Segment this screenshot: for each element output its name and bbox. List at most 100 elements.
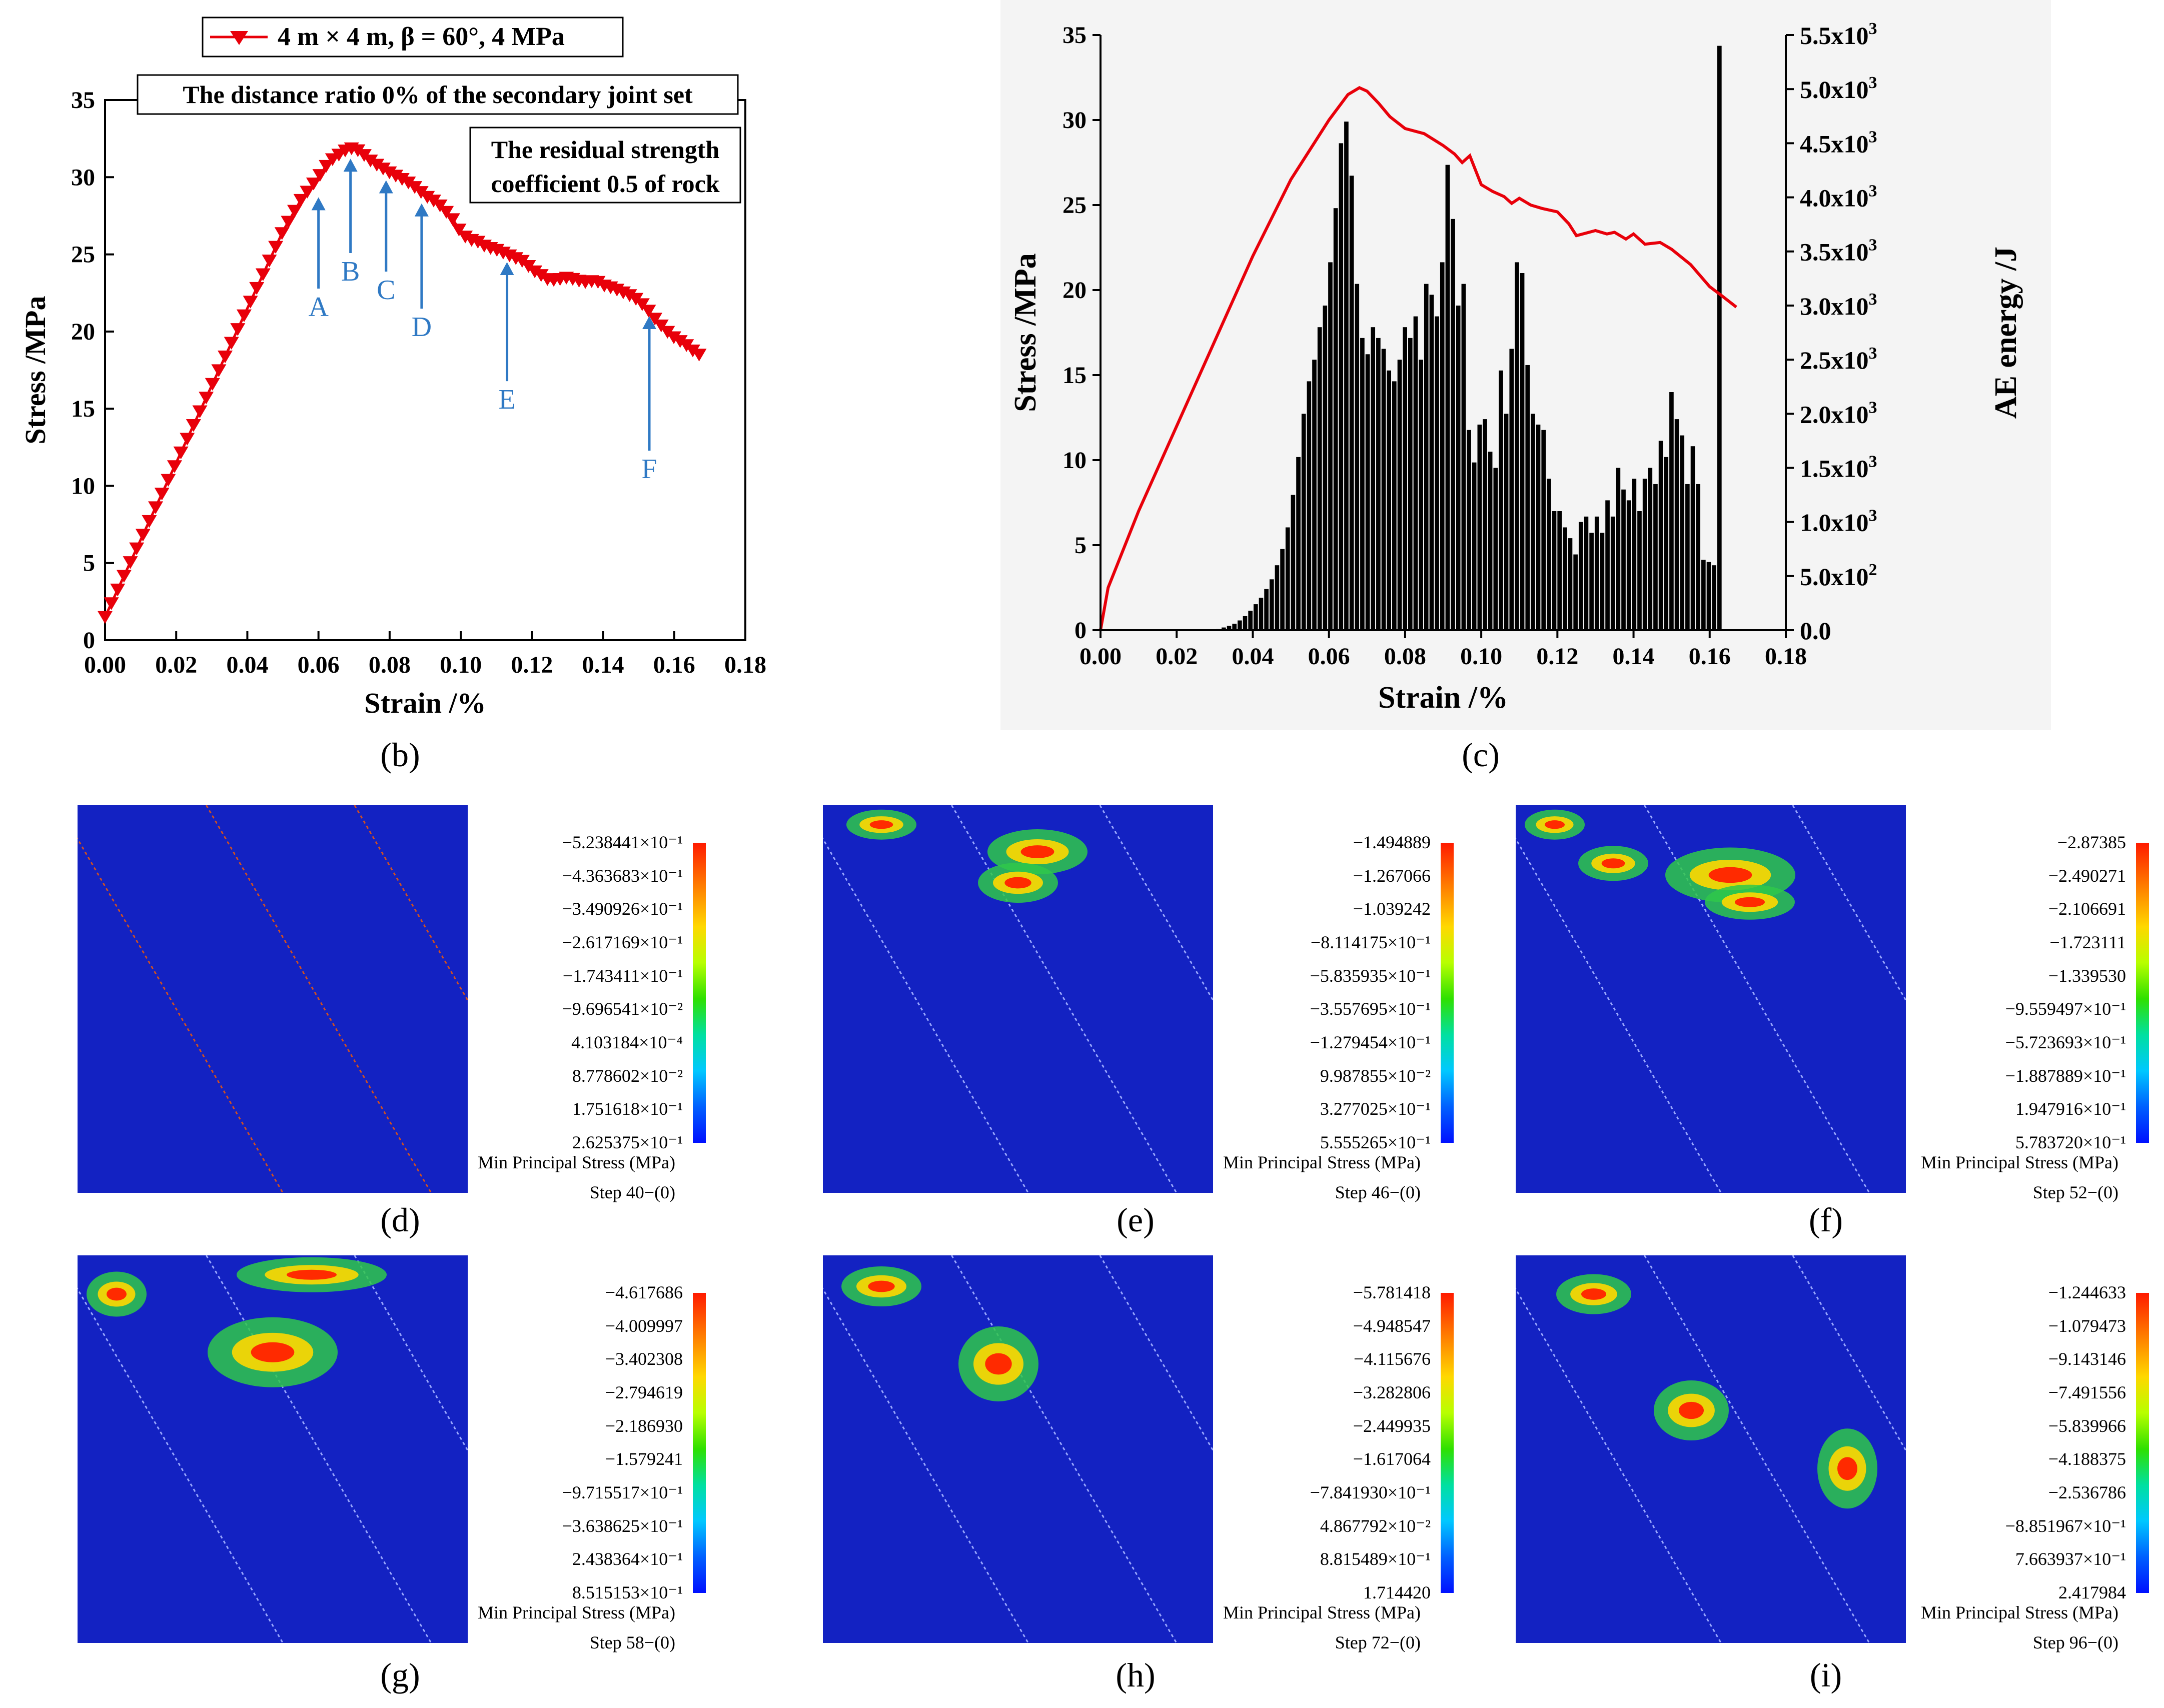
colorbar-value-i: −7.491556 (2048, 1382, 2126, 1402)
stress-marker-b (180, 433, 195, 446)
y-tick-label-c: 10 (1062, 447, 1087, 474)
ae-energy-bar (1685, 484, 1690, 630)
stress-marker-b (243, 296, 258, 309)
colorbar-value-d: −2.617169×10⁻¹ (562, 932, 683, 952)
y-tick-label-b: 25 (71, 242, 95, 268)
stress-marker-b (123, 556, 138, 569)
ae-energy-bar (1440, 262, 1445, 630)
ae-energy-bar (1680, 435, 1685, 630)
y-tick-label-c: 30 (1062, 107, 1087, 134)
ae-energy-bar (1610, 516, 1615, 630)
y-tick-label-c: 15 (1062, 362, 1087, 389)
colorbar-value-i: −9.143146 (2048, 1349, 2126, 1369)
x-tick-label-b: 0.14 (582, 652, 624, 678)
annotation-box-1 (137, 74, 739, 115)
step-label-i: Step 96−(0) (2032, 1632, 2118, 1652)
y-tick-label-b: 15 (71, 396, 95, 422)
ae-energy-bar (1717, 46, 1722, 631)
y2-tick-label-c: 2.0x103 (1800, 398, 1877, 428)
ae-energy-bar (1616, 468, 1621, 630)
colorbar-value-f: −2.106691 (2048, 899, 2126, 919)
point-label-B: B (341, 256, 360, 287)
ae-energy-bar (1227, 626, 1232, 630)
colorbar-value-h: −2.449935 (1353, 1415, 1431, 1436)
colorbar-value-g: 8.515153×10⁻¹ (572, 1582, 683, 1602)
stress-marker-b (135, 529, 151, 542)
point-arrowhead-F (642, 316, 656, 329)
colorbar-value-f: 5.783720×10⁻¹ (2015, 1132, 2126, 1152)
ae-energy-bar (1403, 327, 1407, 630)
point-label-D: D (412, 312, 432, 343)
colorbar-value-i: −4.188375 (2048, 1449, 2126, 1469)
stress-zone-core (287, 1269, 337, 1280)
colorbar-value-g: −4.009997 (605, 1315, 683, 1336)
stress-marker-b (641, 305, 656, 318)
stress-zone-core (869, 820, 893, 829)
stress-zone-core (1679, 1401, 1704, 1419)
point-label-C: C (377, 275, 395, 306)
colorbar-value-i: 2.417984 (2058, 1582, 2126, 1602)
colorbar-value-d: 1.751618×10⁻¹ (572, 1099, 683, 1119)
colorbar-value-h: −1.617064 (1353, 1449, 1431, 1469)
colorbar-value-f: −5.723693×10⁻¹ (2005, 1032, 2126, 1052)
ae-energy-bar (1317, 327, 1322, 630)
stress-marker-b (154, 488, 170, 501)
colorbar-value-d: −9.696541×10⁻² (562, 999, 683, 1019)
colorbar-title-h: Min Principal Stress (MPa) (1223, 1602, 1421, 1622)
stress-marker-b (274, 227, 290, 240)
stress-contour-map-h (823, 1255, 1213, 1643)
colorbar-value-i: −1.244633 (2048, 1282, 2126, 1302)
point-arrowhead-B (343, 159, 358, 172)
colorbar-title-i: Min Principal Stress (MPa) (1921, 1602, 2118, 1622)
stress-marker-b (672, 335, 688, 348)
panel-label-e: (e) (1117, 1201, 1155, 1239)
ae-energy-bar (1387, 370, 1392, 630)
ae-energy-bar (1621, 489, 1626, 630)
stress-contour-map-i (1516, 1255, 1906, 1643)
step-label-g: Step 58−(0) (589, 1632, 675, 1652)
stress-marker-b (218, 350, 233, 364)
y2-tick-label-c: 5.0x102 (1800, 561, 1877, 591)
stress-marker-b (590, 276, 606, 289)
ae-energy-bar (1653, 484, 1658, 630)
stress-marker-b (192, 405, 208, 419)
stress-marker-b (173, 446, 189, 460)
ae-energy-bar (1568, 538, 1573, 630)
stress-marker-b (647, 313, 663, 326)
panel-label-i: (i) (1809, 1656, 1842, 1694)
ae-energy-bar (1360, 338, 1365, 630)
y-tick-label-c: 0 (1074, 617, 1087, 644)
colorbar-value-g: −2.186930 (605, 1415, 683, 1436)
ae-energy-bar (1280, 549, 1285, 630)
stress-marker-b (104, 597, 119, 610)
y-axis-label-b: Stress /MPa (19, 296, 52, 445)
ae-energy-bar (1547, 479, 1551, 630)
colorbar-value-d: −4.363683×10⁻¹ (562, 865, 683, 886)
stress-zone-core (1581, 1288, 1606, 1300)
colorbar-i (2136, 1293, 2149, 1593)
stress-zone-core (868, 1280, 895, 1292)
y-axis-label-c: Stress /MPa (1008, 253, 1042, 412)
ae-energy-bar (1371, 327, 1376, 630)
ae-energy-bar (1701, 560, 1706, 630)
colorbar-title-d: Min Principal Stress (MPa) (478, 1152, 675, 1172)
stress-zone-core (1601, 858, 1625, 869)
ae-energy-bar (1349, 176, 1354, 631)
panel-label-f: (f) (1809, 1201, 1843, 1239)
ae-energy-bar (1520, 273, 1525, 630)
ae-energy-bar (1312, 360, 1317, 630)
stress-zone-core (1545, 820, 1565, 829)
stress-zone-core (1708, 867, 1752, 883)
colorbar-value-g: −1.579241 (605, 1449, 683, 1469)
colorbar-value-g: −2.794619 (605, 1382, 683, 1402)
stress-marker-b (300, 186, 315, 199)
stress-marker-b (445, 213, 460, 226)
step-label-e: Step 46−(0) (1335, 1182, 1421, 1202)
colorbar-value-d: 4.103184×10⁻⁴ (571, 1032, 683, 1052)
ae-energy-bar (1525, 365, 1530, 630)
colorbar-g (693, 1293, 706, 1593)
ae-energy-bar (1243, 616, 1248, 630)
y-tick-label-b: 5 (83, 550, 95, 577)
stress-marker-b (205, 378, 220, 391)
colorbar-value-f: −2.490271 (2048, 865, 2126, 886)
